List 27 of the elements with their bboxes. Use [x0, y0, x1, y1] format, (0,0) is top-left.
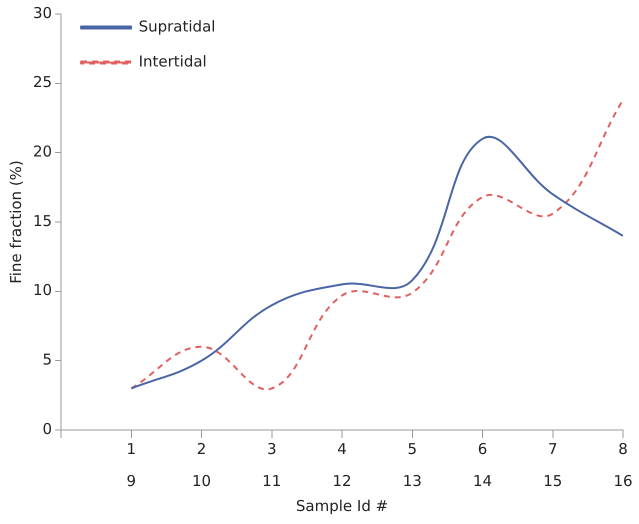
x2-tick-label: 16 [613, 472, 633, 490]
x2-tick-label: 9 [126, 472, 136, 490]
x2-tick-label: 14 [472, 472, 492, 490]
legend-label: Supratidal [138, 17, 216, 36]
x-tick-label: 5 [408, 440, 418, 458]
x2-tick-label: 11 [262, 472, 282, 490]
x-tick-label: 8 [618, 440, 628, 458]
x-tick-label: 3 [267, 440, 277, 458]
legend-label: Intertidal [138, 52, 207, 70]
x2-tick-label: 15 [543, 472, 562, 490]
y-tick-label: 30 [32, 4, 52, 22]
x2-tick-label: 10 [192, 472, 212, 490]
x-tick-label: 1 [126, 440, 136, 458]
y-tick-label: 15 [32, 212, 52, 230]
x2-tick-label: 12 [332, 472, 352, 490]
x-tick-label: 4 [337, 440, 347, 458]
x-tick-label: 7 [548, 440, 558, 458]
x-axis-title: Sample Id # [296, 496, 388, 515]
x-tick-label: 2 [196, 440, 206, 458]
y-tick-label: 20 [32, 142, 52, 161]
y-tick-label: 25 [32, 73, 52, 92]
x-tick-label: 6 [478, 440, 488, 458]
y-tick-label: 10 [32, 281, 52, 300]
x2-tick-label: 13 [402, 472, 422, 490]
y-tick-label: 5 [42, 350, 52, 369]
y-tick-label: 0 [42, 420, 52, 438]
y-axis-title: Fine fraction (%) [6, 160, 25, 284]
